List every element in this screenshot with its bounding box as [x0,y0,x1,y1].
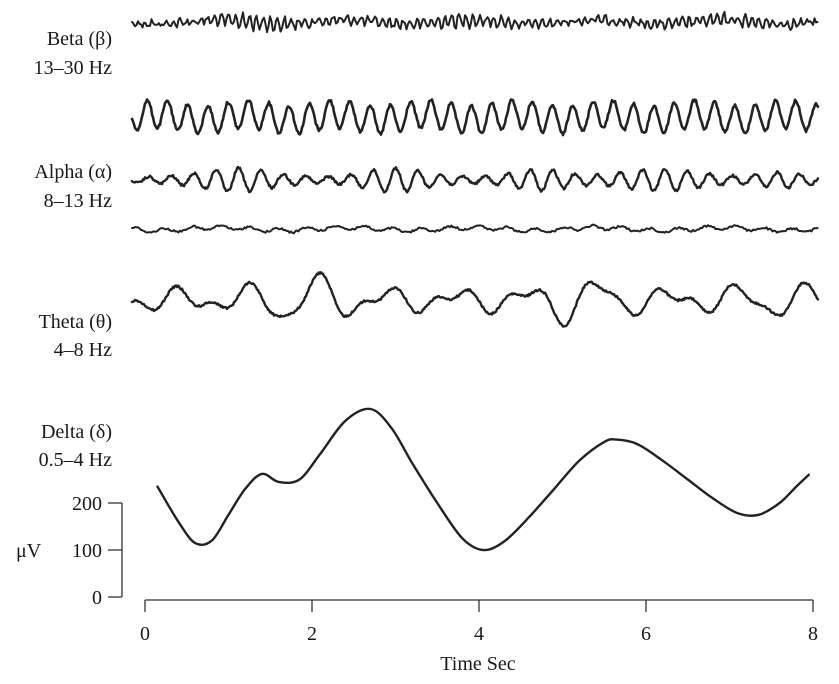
y-tick-label-0: 0 [92,587,102,609]
beta-label: Beta (β) [47,28,112,50]
theta-range-label: 4–8 Hz [54,339,112,361]
delta-range-label: 0.5–4 Hz [39,449,112,471]
beta-trace-irregular [131,10,819,34]
y-axis: 200 100 0 μV [16,493,123,609]
x-tick-label-2: 2 [307,623,317,645]
y-tick-label-200: 200 [72,493,102,515]
x-ticks: 0 2 4 6 8 [140,600,818,645]
y-tick-label-100: 100 [72,540,102,562]
alpha-trace-spindles [130,165,820,194]
beta-trace-regular [130,98,820,137]
x-tick-label-0: 0 [140,623,150,645]
x-tick-label-6: 6 [641,623,651,645]
theta-label: Theta (θ) [39,311,112,333]
x-tick-label-4: 4 [474,623,484,645]
alpha-range-label: 8–13 Hz [44,190,112,212]
alpha-label: Alpha (α) [34,161,112,183]
delta-label: Delta (δ) [41,421,112,443]
x-tick-label-8: 8 [808,623,818,645]
alpha-trace-flat [131,223,819,235]
theta-trace [130,271,820,328]
delta-trace [156,407,810,552]
beta-range-label: 13–30 Hz [34,57,112,79]
x-axis-label: Time Sec [440,653,516,675]
x-axis: 0 2 4 6 8 Time Sec [140,599,818,675]
traces [130,10,820,552]
y-axis-label: μV [16,540,42,562]
band-labels: Beta (β) 13–30 Hz Alpha (α) 8–13 Hz Thet… [34,28,112,471]
